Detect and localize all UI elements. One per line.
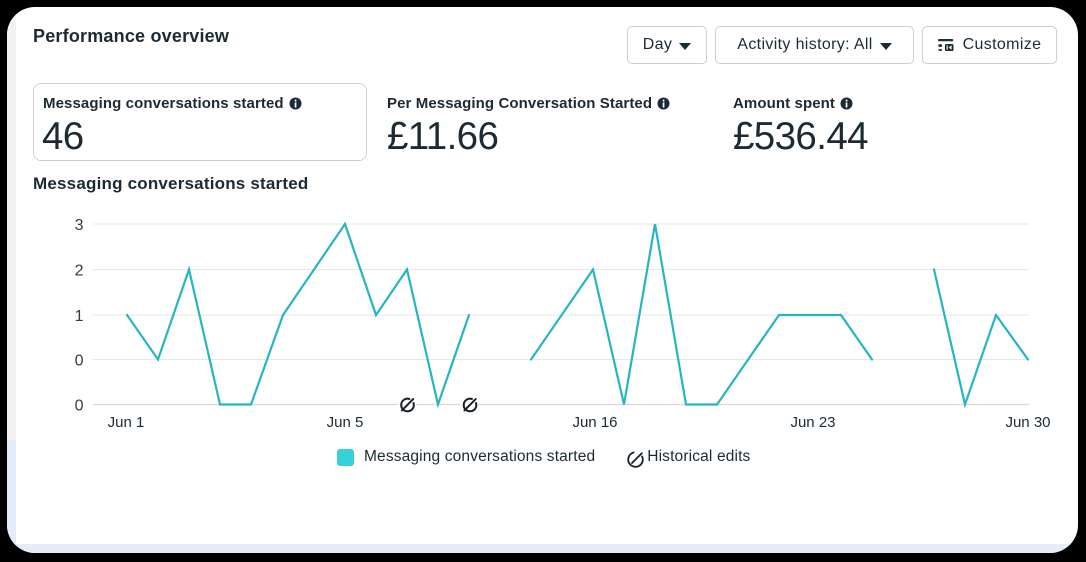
svg-text:Jun 1: Jun 1 <box>108 414 145 431</box>
svg-text:2: 2 <box>75 262 84 279</box>
svg-text:1: 1 <box>75 308 84 325</box>
svg-text:3: 3 <box>75 217 84 234</box>
svg-text:Jun 5: Jun 5 <box>327 414 364 431</box>
svg-text:0: 0 <box>75 397 84 414</box>
svg-text:Jun 16: Jun 16 <box>572 414 617 431</box>
svg-text:Jun 23: Jun 23 <box>790 414 835 431</box>
svg-text:Jun 30: Jun 30 <box>1005 414 1050 431</box>
svg-text:0: 0 <box>75 352 84 369</box>
